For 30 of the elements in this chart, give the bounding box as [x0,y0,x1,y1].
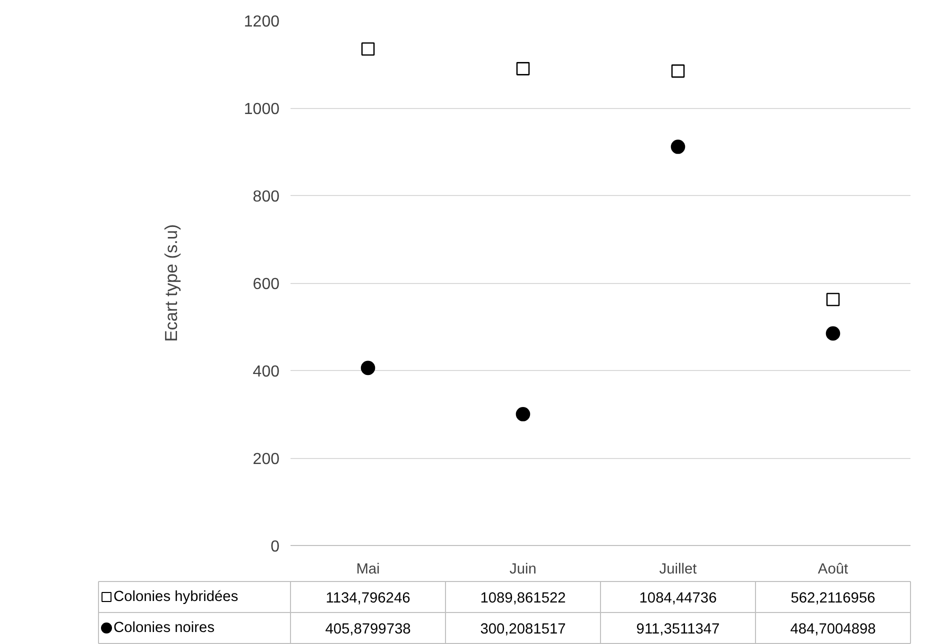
point [670,140,686,154]
y-tick-label: 1000 [244,101,280,118]
y-tick-label: 400 [252,364,280,380]
point [826,292,840,306]
y-tick-label: 1200 [244,14,280,30]
data-label: 562,2116956 [790,590,876,606]
y-tick-label: 200 [252,451,280,468]
point [516,407,530,422]
data-label: 484,7004898 [790,622,876,638]
x-tick-label: Août [818,562,848,578]
legend-label: Colonies hybridées [114,589,238,605]
point [360,360,376,376]
x-tick-label: Mai [356,562,380,578]
y-axis-title: Ecart type (s.u) [160,224,181,342]
data-label: 1134,796246 [326,590,410,606]
data-label: 300,2081517 [480,622,566,638]
x-tick-label: Juillet [659,562,697,578]
y-tick-label: 800 [252,188,280,206]
point [671,64,685,78]
y-tick-label: 0 [270,538,280,556]
data-label: 405,8799738 [325,622,411,638]
legend-label: Colonies noires [114,620,215,636]
point [826,326,840,341]
data-label: 1089,861522 [480,590,566,606]
point [361,42,375,56]
y-tick-label: 600 [252,276,280,293]
data-label: 911,3511347 [636,622,720,638]
x-tick-label: Juin [510,562,536,578]
point [516,62,530,76]
data-label: 1084,44736 [639,590,717,606]
